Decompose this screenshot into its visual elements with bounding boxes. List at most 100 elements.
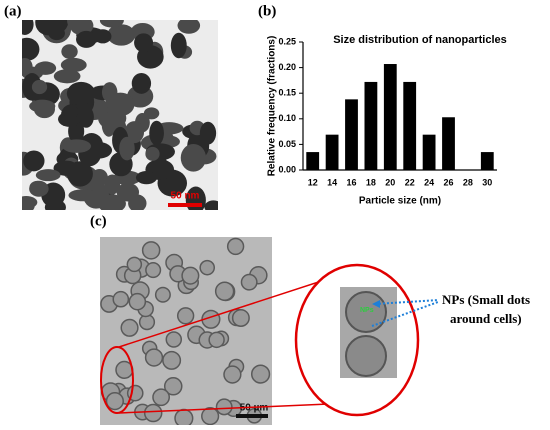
particle [34,61,57,75]
tem-image [22,20,218,210]
particle [101,112,116,137]
particle [61,44,78,59]
cell [240,273,258,291]
cell [250,364,271,384]
bar [422,134,436,170]
bar [383,64,397,170]
particle [104,174,121,195]
particle [170,32,187,59]
annotation: around cells) [450,311,522,326]
particle [145,146,160,161]
y-tick-label: 0.10 [278,113,296,123]
panel-label: (a) [4,3,22,19]
scale-bar [236,414,268,418]
particle [76,30,97,48]
particle [143,107,160,120]
particle [22,58,33,76]
particle [67,20,89,32]
cell [144,348,164,367]
particle [78,106,94,128]
x-tick-label: 18 [366,177,376,187]
annotation: NPs (Small dots [442,292,530,307]
particle [33,100,55,119]
cell [208,331,225,349]
particle [135,171,158,185]
microscopy-image [100,237,272,425]
scale-bar [168,203,202,207]
cell [162,350,182,370]
arrow-head [372,300,380,308]
particle [53,69,81,84]
y-tick-label: 0.05 [278,139,296,149]
zoom-line [118,274,341,348]
particle [63,104,79,119]
x-tick-label: 16 [346,177,356,187]
y-axis-label: Relative frequency (fractions) [267,36,278,177]
x-tick-label: 14 [327,177,337,187]
pointer-arrow [374,299,439,305]
y-tick-label: 0.25 [278,36,296,46]
particle [35,169,61,182]
panel-label: (c) [90,213,107,229]
particle [22,20,34,35]
cell [152,388,170,407]
cell [120,318,139,337]
x-axis-label: Particle size (nm) [359,196,441,207]
particle [204,200,218,210]
bar [403,81,417,170]
bar [345,99,358,170]
particle [131,72,152,94]
bar [306,152,320,170]
particle [119,136,135,161]
cell [231,308,250,327]
bar [325,134,339,170]
cell [226,237,245,256]
x-tick-label: 24 [424,177,434,187]
particle [134,33,154,53]
cell [199,259,216,276]
scale-label: 50 µm [240,403,269,414]
cell [145,262,162,279]
x-tick-label: 30 [482,177,492,187]
cell [223,365,242,384]
y-tick-label: 0.15 [278,88,296,98]
cell [154,286,171,303]
cell [163,377,183,396]
x-tick-label: 22 [405,177,415,187]
cell [181,266,200,285]
particle [177,20,201,34]
panel-label: (b) [258,3,276,19]
y-tick-label: 0.20 [278,62,296,72]
bar [480,152,494,170]
inset-label: NPs [360,307,374,314]
particle [99,20,124,28]
cell [128,292,147,311]
particle [66,161,93,187]
particle [62,139,92,153]
zoom-line [118,402,353,414]
cell [112,290,130,308]
particle [68,189,98,202]
particle [66,81,96,105]
x-tick-label: 20 [385,177,395,187]
particle [22,37,40,61]
x-tick-label: 12 [308,177,318,187]
particle [128,194,147,210]
chart-title: Size distribution of nanoparticles [333,34,507,46]
particle [94,29,112,44]
particle [31,79,48,95]
cell [143,403,163,423]
x-tick-label: 26 [443,177,453,187]
particle [23,150,45,172]
bar [442,117,455,170]
particle [22,197,35,210]
x-tick-label: 28 [463,177,473,187]
particle [60,57,87,73]
cell [174,408,194,425]
cell [105,391,124,411]
cell [214,281,235,301]
particle [48,26,65,41]
cell [126,256,143,273]
